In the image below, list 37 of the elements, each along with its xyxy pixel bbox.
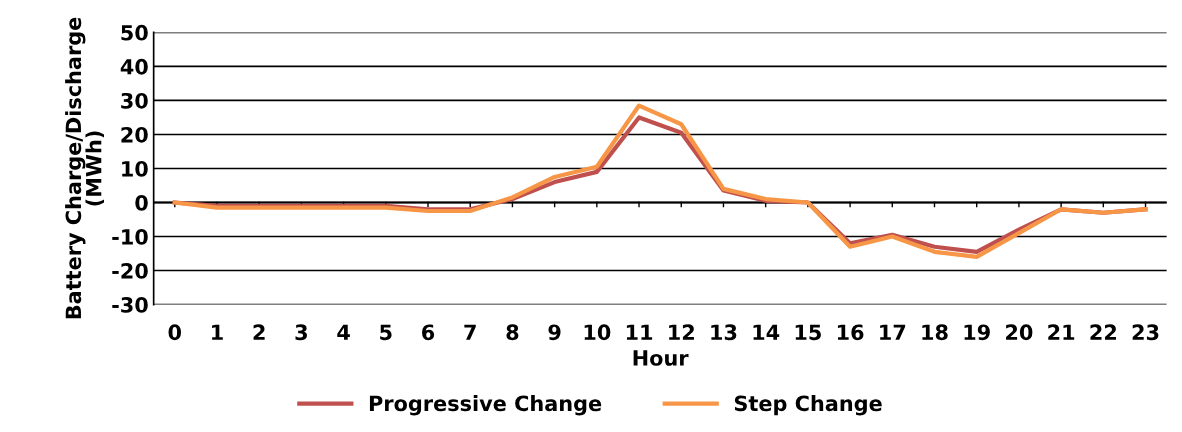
- y-tick-label: 20: [121, 126, 148, 143]
- x-tick-label: 23: [1132, 324, 1159, 341]
- x-tick-label: 2: [253, 324, 265, 340]
- x-tick-label: 13: [711, 324, 737, 341]
- y-tick-label: 10: [122, 160, 148, 177]
- y-tick-label: 30: [121, 92, 148, 109]
- x-tick-label: 7: [464, 324, 476, 340]
- x-tick-label: 6: [422, 324, 435, 341]
- x-tick-label: 4: [337, 324, 350, 340]
- x-tick-label: 3: [295, 324, 307, 341]
- x-tick-label: 12: [669, 324, 694, 340]
- x-tick-label: 5: [380, 324, 392, 341]
- y-tick-label: -20: [112, 262, 148, 279]
- y-tick-label: -30: [112, 297, 148, 313]
- legend-label: Progressive Change: [369, 395, 602, 416]
- x-tick-label: 0: [168, 324, 182, 341]
- x-tick-label: 15: [795, 324, 821, 341]
- y-tick-label: 40: [120, 58, 148, 75]
- x-tick-label: 1: [212, 324, 223, 340]
- x-tick-label: 17: [880, 324, 906, 340]
- y-tick-label: 50: [121, 24, 148, 41]
- x-tick-label: 19: [964, 324, 990, 341]
- legend-label: Step Change: [734, 395, 882, 416]
- x-tick-label: 11: [626, 324, 653, 340]
- x-tick-label: 16: [837, 324, 864, 341]
- x-tick-label: 10: [584, 324, 611, 341]
- x-tick-label: 14: [753, 324, 780, 340]
- y-tick-label: -10: [112, 228, 148, 245]
- x-tick-label: 22: [1090, 324, 1117, 340]
- x-tick-label: 20: [1006, 324, 1033, 341]
- y-axis-title: Battery Charge/Discharge (MWh): [65, 17, 105, 319]
- x-tick-label: 21: [1048, 324, 1075, 340]
- x-tick-label: 18: [922, 324, 948, 341]
- x-axis-title: Hour: [633, 350, 689, 366]
- y-tick-label: 0: [135, 194, 148, 211]
- x-tick-label: 8: [506, 324, 519, 341]
- x-tick-label: 9: [548, 324, 561, 341]
